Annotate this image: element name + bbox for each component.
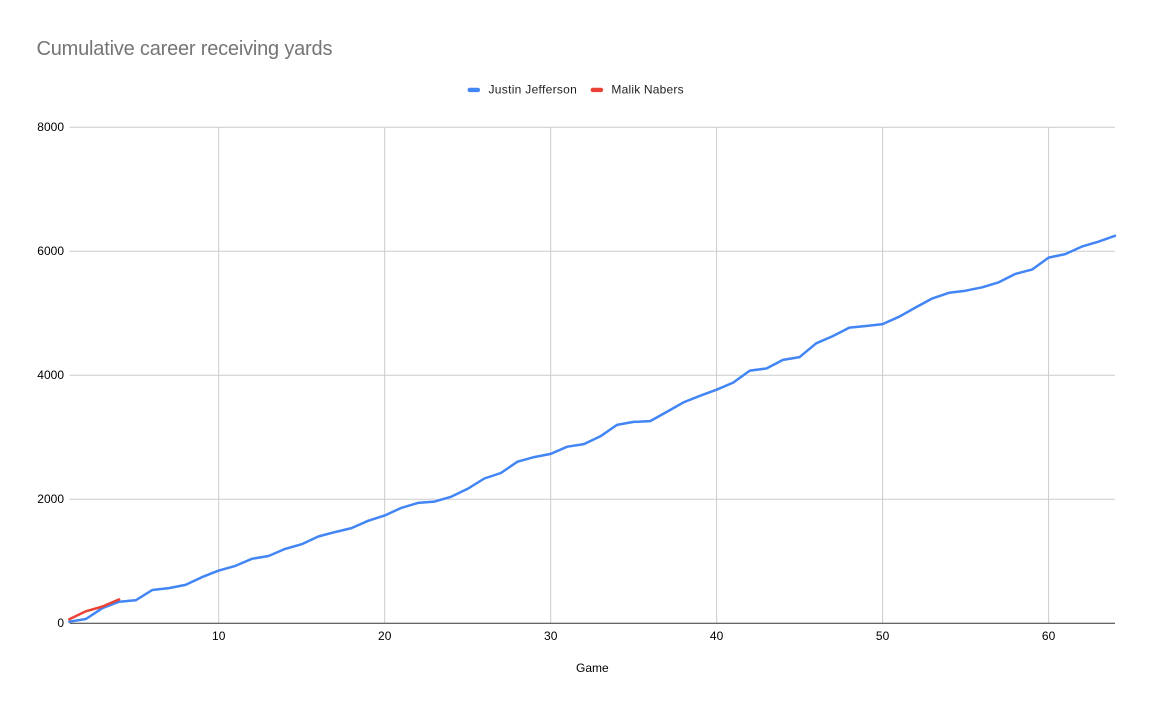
- svg-text:Game: Game: [576, 661, 609, 675]
- svg-text:40: 40: [710, 629, 724, 643]
- svg-text:2000: 2000: [37, 492, 64, 506]
- svg-text:20: 20: [378, 629, 392, 643]
- svg-text:30: 30: [544, 629, 558, 643]
- svg-text:Malik Nabers: Malik Nabers: [611, 82, 683, 96]
- svg-text:50: 50: [876, 629, 890, 643]
- svg-text:6000: 6000: [37, 244, 64, 258]
- svg-text:Cumulative career receiving ya: Cumulative career receiving yards: [37, 38, 333, 60]
- svg-text:0: 0: [57, 616, 64, 630]
- svg-text:Justin Jefferson: Justin Jefferson: [489, 82, 578, 96]
- svg-text:4000: 4000: [37, 368, 64, 382]
- svg-text:60: 60: [1042, 629, 1056, 643]
- svg-text:10: 10: [212, 629, 226, 643]
- svg-text:8000: 8000: [37, 120, 64, 134]
